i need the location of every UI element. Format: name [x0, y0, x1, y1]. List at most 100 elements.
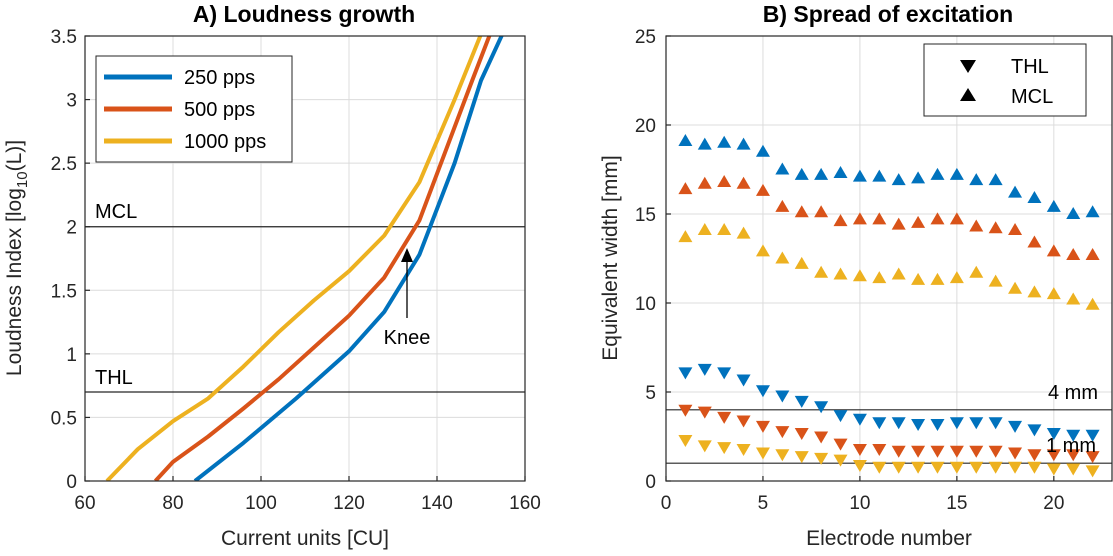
data-point-thl-500-pps [1027, 449, 1042, 462]
panel-a-ytick-label: 2.5 [51, 154, 77, 175]
data-point-mcl-500-pps [872, 212, 887, 225]
legend-label-thl: THL [1011, 56, 1049, 78]
data-point-thl-250-pps [911, 419, 926, 432]
data-point-thl-250-pps [1085, 429, 1100, 442]
data-point-mcl-500-pps [814, 205, 829, 218]
panel-a-legend: 250 pps 500 pps 1000 pps [95, 55, 293, 163]
panel-b-ytick-label: 5 [645, 383, 656, 404]
data-point-mcl-1000-pps [678, 230, 693, 243]
legend-label-1000pps: 1000 pps [184, 131, 266, 153]
panel-b-spread-of-excitation: B) Spread of excitation 0 5 10 15 20 0 5 10 15 20… [599, 1, 1113, 550]
series-line-500pps [153, 36, 492, 481]
data-point-thl-500-pps [678, 404, 693, 417]
panel-b-xtick-label: 0 [661, 493, 672, 514]
data-point-mcl-250-pps [775, 162, 790, 175]
data-point-mcl-500-pps [755, 183, 770, 196]
data-point-thl-1000-pps [833, 454, 848, 467]
data-point-thl-1000-pps [736, 443, 751, 456]
data-point-thl-250-pps [814, 401, 829, 414]
data-point-thl-1000-pps [697, 440, 712, 453]
data-point-thl-500-pps [930, 445, 945, 458]
data-point-thl-1000-pps [1027, 461, 1042, 474]
data-point-thl-500-pps [1085, 451, 1100, 464]
data-point-thl-500-pps [755, 420, 770, 433]
data-point-mcl-250-pps [852, 169, 867, 182]
data-point-mcl-250-pps [911, 171, 926, 184]
data-point-thl-250-pps [1066, 429, 1081, 442]
data-point-mcl-500-pps [717, 174, 732, 187]
data-point-mcl-1000-pps [717, 223, 732, 236]
data-point-thl-250-pps [775, 390, 790, 403]
panel-a-series-lines [105, 36, 504, 481]
data-point-thl-250-pps [678, 367, 693, 380]
panel-b-x-axis-label: Electrode number [806, 527, 972, 550]
data-point-mcl-250-pps [794, 167, 809, 180]
ref-4mm-label: 4 mm [1048, 382, 1098, 404]
data-point-thl-250-pps [969, 417, 984, 430]
data-point-mcl-250-pps [717, 135, 732, 148]
panel-b-legend: THL MCL [923, 43, 1087, 117]
data-point-mcl-500-pps [736, 176, 751, 189]
data-point-mcl-250-pps [988, 173, 1003, 186]
data-point-thl-250-pps [736, 374, 751, 387]
panel-b-ticks: 0 5 10 15 20 0 5 10 15 20 25 [635, 27, 1065, 514]
data-point-mcl-1000-pps [988, 274, 1003, 287]
data-point-thl-250-pps [1008, 420, 1023, 433]
data-point-mcl-500-pps [1046, 244, 1061, 257]
data-point-thl-250-pps [794, 395, 809, 408]
data-point-mcl-1000-pps [814, 265, 829, 278]
data-point-thl-1000-pps [911, 461, 926, 474]
data-point-mcl-1000-pps [949, 271, 964, 284]
data-point-mcl-1000-pps [1046, 287, 1061, 300]
data-point-thl-250-pps [717, 367, 732, 380]
data-point-mcl-500-pps [988, 221, 1003, 234]
panel-a-ytick-label: 3 [66, 91, 77, 112]
panel-b-y-axis-label: Equivalent width [mm] [599, 155, 622, 360]
data-point-mcl-500-pps [891, 217, 906, 230]
data-point-mcl-1000-pps [891, 267, 906, 280]
knee-annotation: Knee [384, 248, 430, 349]
data-point-mcl-250-pps [755, 144, 770, 157]
data-point-thl-500-pps [1008, 447, 1023, 460]
data-point-mcl-250-pps [678, 134, 693, 147]
panel-a-title: A) Loudness growth [193, 1, 415, 27]
data-point-mcl-250-pps [891, 173, 906, 186]
data-point-thl-500-pps [794, 427, 809, 440]
data-point-thl-500-pps [872, 443, 887, 456]
data-point-mcl-1000-pps [833, 267, 848, 280]
data-point-mcl-500-pps [911, 215, 926, 228]
data-point-thl-250-pps [891, 417, 906, 430]
panel-b-ytick-label: 20 [635, 116, 656, 137]
data-point-thl-250-pps [949, 417, 964, 430]
data-point-mcl-1000-pps [697, 223, 712, 236]
panel-b-data-points [678, 134, 1100, 478]
data-point-mcl-1000-pps [755, 244, 770, 257]
data-point-mcl-250-pps [697, 137, 712, 150]
data-point-thl-1000-pps [1085, 465, 1100, 478]
data-point-mcl-1000-pps [1085, 297, 1100, 310]
panel-a-xtick-label: 80 [162, 493, 183, 514]
panel-a-ytick-label: 3.5 [51, 27, 77, 48]
data-point-mcl-250-pps [969, 173, 984, 186]
data-point-mcl-250-pps [949, 167, 964, 180]
panel-a-ytick-label: 0.5 [51, 408, 77, 429]
panel-a-ytick-label: 0 [66, 472, 77, 493]
data-point-thl-250-pps [833, 410, 848, 423]
data-point-thl-1000-pps [930, 461, 945, 474]
data-point-thl-1000-pps [1046, 463, 1061, 476]
data-point-thl-1000-pps [755, 447, 770, 460]
data-point-thl-250-pps [755, 385, 770, 398]
data-point-mcl-500-pps [969, 219, 984, 232]
data-point-thl-250-pps [852, 413, 867, 426]
series-line-250pps [193, 36, 504, 481]
panel-a-xtick-label: 120 [333, 493, 365, 514]
panel-b-title: B) Spread of excitation [763, 1, 1013, 27]
data-point-thl-1000-pps [794, 451, 809, 464]
panel-a-loudness-growth: A) Loudness growth 60 80 100 120 140 160 0 0.5 1… [3, 1, 541, 550]
data-point-mcl-1000-pps [1008, 281, 1023, 294]
data-point-thl-1000-pps [988, 461, 1003, 474]
panel-a-xtick-label: 100 [245, 493, 277, 514]
panel-a-ytick-label: 1 [66, 345, 77, 366]
panel-a-x-axis-label: Current units [CU] [221, 527, 389, 550]
